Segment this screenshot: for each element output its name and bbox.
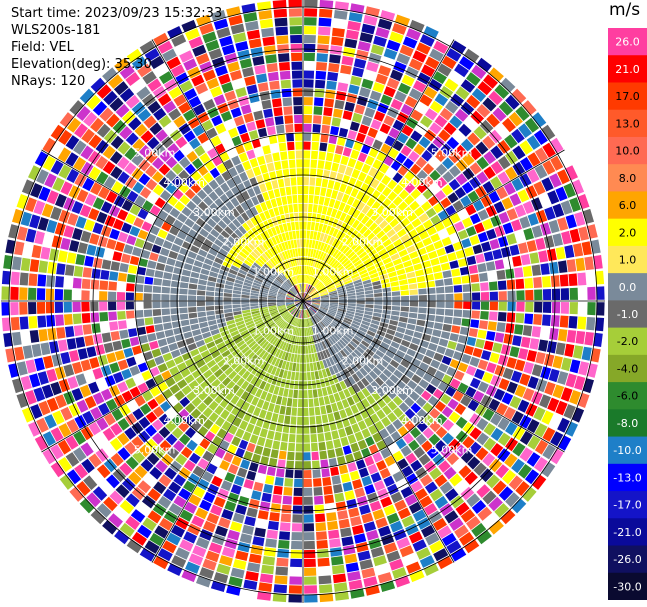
range-ring-label: 1.00km: [253, 325, 295, 338]
range-ring-label: 3.00km: [371, 384, 413, 397]
colorbar-tick-label: -30.0: [613, 580, 641, 593]
azimuth-spoke: [41, 149, 304, 302]
range-ring-label: 5.00km: [134, 147, 176, 160]
azimuth-spoke: [302, 300, 455, 563]
colorbar-swatch: [608, 545, 647, 574]
range-ring-label: 3.00km: [193, 206, 235, 219]
range-ring-label: 1.00km: [312, 325, 354, 338]
colorbar-swatch: [608, 55, 647, 83]
colorbar-tick-label: 2.0: [619, 226, 637, 239]
range-ring-label: 1.00km: [312, 265, 354, 278]
colorbar-swatch: [608, 354, 647, 383]
colorbar-swatch: [608, 191, 647, 220]
range-ring-label: 2.00km: [223, 354, 265, 367]
range-ring-label: 5.00km: [134, 444, 176, 457]
azimuth-spokes: [1, 0, 605, 603]
colorbar-tick-label: -10.0: [613, 444, 641, 457]
range-ring-label: 3.00km: [193, 384, 235, 397]
range-ring-label: 3.00km: [371, 206, 413, 219]
colorbar-swatch: [608, 218, 647, 247]
range-ring-label: 2.00km: [342, 236, 384, 249]
colorbar-tick-label: 6.0: [619, 199, 637, 212]
azimuth-spoke: [302, 39, 455, 302]
azimuth-spoke: [41, 300, 304, 453]
colorbar-tick-label: -26.0: [613, 553, 641, 566]
colorbar-swatch: [608, 518, 647, 547]
range-ring-label: 5.00km: [431, 444, 473, 457]
range-ring-label: 4.00km: [163, 176, 205, 189]
range-ring-labels: 1.00km 1.00km 1.00km 1.00km 2.00km 2.00km 2.00…: [134, 147, 473, 457]
colorbar-tick-label: 1.0: [619, 254, 637, 267]
scan-info: Start time: 2023/09/23 15:32:33 WLS200s-…: [11, 5, 222, 90]
velocity-colorbar: 26.0 21.0 17.0 13.0 10.0 8.0 6.0 2.0 1.0 0.0 -1.0 -…: [608, 28, 647, 600]
colorbar-swatch: [608, 382, 647, 410]
ray-count: NRays: 120: [11, 74, 86, 89]
azimuth-spoke: [302, 300, 565, 453]
range-ring-label: 5.00km: [431, 147, 473, 160]
colorbar-swatch: [608, 409, 647, 438]
colorbar-swatch: [608, 300, 647, 329]
colorbar-tick-label: -8.0: [617, 417, 638, 430]
colorbar-swatch: [608, 436, 647, 465]
colorbar-tick-label: -13.0: [613, 471, 641, 484]
colorbar-tick-label: -1.0: [617, 308, 638, 321]
colorbar-swatch: [608, 82, 647, 111]
colorbar-swatch: [608, 164, 647, 192]
colorbar-swatch: [608, 463, 647, 492]
range-ring-label: 4.00km: [401, 176, 443, 189]
field-name: Field: VEL: [11, 40, 74, 55]
colorbar-tick-label: 13.0: [615, 117, 640, 130]
station-name: WLS200s-181: [11, 23, 101, 38]
colorbar-tick-label: -6.0: [617, 390, 638, 403]
azimuth-spoke: [151, 39, 304, 302]
colorbar-swatch: [608, 136, 647, 165]
azimuth-spoke: [302, 149, 565, 302]
colorbar-tick-label: -2.0: [617, 335, 638, 348]
colorbar-tick-label: -4.0: [617, 362, 638, 375]
colorbar-tick-label: 21.0: [615, 63, 640, 76]
range-ring-label: 4.00km: [163, 414, 205, 427]
radar-gates: [1, 0, 605, 603]
colorbar-tick-label: 17.0: [615, 90, 640, 103]
start-time: Start time: 2023/09/23 15:32:33: [11, 6, 223, 21]
colorbar-swatch: [608, 245, 647, 274]
range-ring-label: 2.00km: [342, 354, 384, 367]
colorbar-tick-label: 26.0: [615, 36, 640, 49]
range-ring-label: 4.00km: [401, 414, 443, 427]
colorbar-swatch: [608, 491, 647, 519]
range-ring-label: 2.00km: [223, 236, 265, 249]
colorbar-tick-label: 10.0: [615, 145, 640, 158]
colorbar-tick-label: 8.0: [619, 172, 637, 185]
colorbar-tick-label: -17.0: [613, 499, 641, 512]
azimuth-spoke: [151, 300, 304, 563]
colorbar-swatch: [608, 327, 647, 356]
colorbar-swatch: [608, 109, 647, 138]
range-ring-label: 1.00km: [253, 265, 295, 278]
colorbar-unit: m/s: [609, 0, 641, 20]
colorbar-swatch: [608, 572, 647, 600]
colorbar-tick-label: 0.0: [619, 281, 637, 294]
colorbar-swatch: [608, 28, 647, 56]
elevation-angle: Elevation(deg): 35.30: [11, 57, 152, 72]
colorbar-tick-label: -21.0: [613, 526, 641, 539]
colorbar-swatch: [608, 273, 647, 301]
